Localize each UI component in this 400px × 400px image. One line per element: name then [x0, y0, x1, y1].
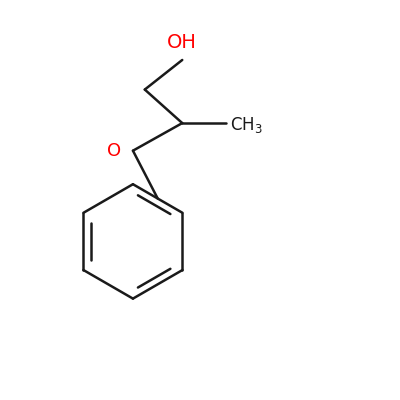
- Text: OH: OH: [167, 33, 197, 52]
- Text: CH$_3$: CH$_3$: [230, 115, 262, 135]
- Text: O: O: [107, 142, 121, 160]
